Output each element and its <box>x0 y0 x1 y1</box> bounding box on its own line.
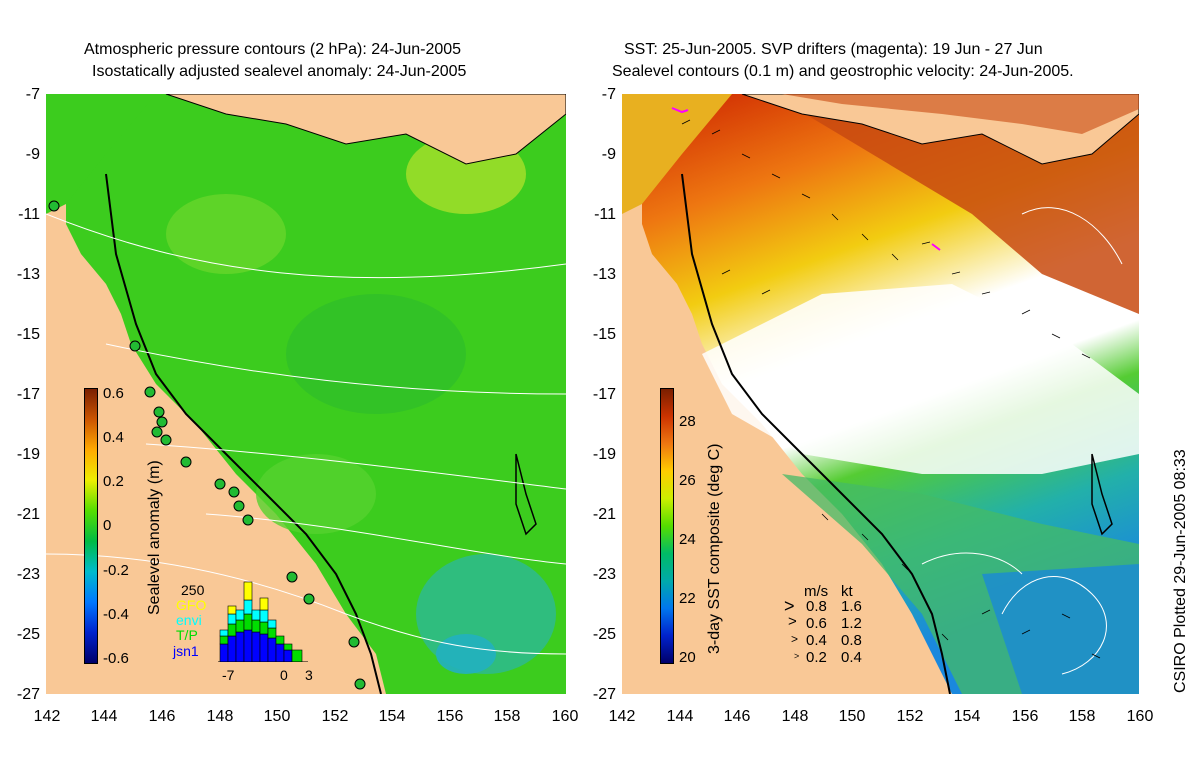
left-x-tick: 144 <box>90 708 118 725</box>
sealevel-tick: -0.6 <box>103 650 129 667</box>
left-y-tick: -25 <box>16 626 40 643</box>
velocity-arrow-icon: > <box>784 596 795 616</box>
velocity-legend-ms: 0.2 <box>806 649 827 666</box>
velocity-legend-kt: 1.6 <box>841 598 862 615</box>
histogram-legend-envi: envi <box>176 612 202 628</box>
histogram-xtick: 3 <box>305 667 313 683</box>
velocity-arrow-icon: > <box>791 632 799 646</box>
histogram-xtick: -7 <box>222 667 235 683</box>
right-x-tick: 142 <box>608 708 636 725</box>
left-title-line2: Isostatically adjusted sealevel anomaly:… <box>92 63 467 80</box>
velocity-arrow-icon: > <box>788 613 797 630</box>
left-y-tick: -17 <box>16 386 40 403</box>
sealevel-tick: 0.2 <box>103 473 124 490</box>
left-map-panel <box>46 94 566 694</box>
left-y-tick: -7 <box>25 86 40 103</box>
left-x-tick: 160 <box>551 708 579 725</box>
right-x-tick: 158 <box>1068 708 1096 725</box>
left-x-tick: 146 <box>148 708 176 725</box>
histogram-legend-tp: T/P <box>176 627 198 643</box>
right-map-panel <box>622 94 1139 694</box>
right-y-tick: -23 <box>592 566 616 583</box>
histogram-legend-gfo: GFO <box>176 597 207 613</box>
right-y-tick: -17 <box>592 386 616 403</box>
velocity-legend-header-kt: kt <box>841 583 853 600</box>
left-title-line1: Atmospheric pressure contours (2 hPa): 2… <box>84 41 462 58</box>
sst-tick: 24 <box>679 531 696 548</box>
right-y-tick: -25 <box>592 626 616 643</box>
sealevel-tick: 0.6 <box>103 385 124 402</box>
right-x-tick: 144 <box>666 708 694 725</box>
sst-colorbar <box>660 388 674 664</box>
velocity-legend-ms: 0.6 <box>806 615 827 632</box>
sealevel-tick: 0.4 <box>103 429 124 446</box>
right-y-tick: -21 <box>592 506 616 523</box>
right-y-tick: -7 <box>601 86 616 103</box>
right-x-tick: 146 <box>723 708 751 725</box>
velocity-legend-kt: 0.8 <box>841 632 862 649</box>
right-y-tick: -19 <box>592 446 616 463</box>
left-y-tick: -19 <box>16 446 40 463</box>
left-x-tick: 158 <box>493 708 521 725</box>
velocity-legend-kt: 1.2 <box>841 615 862 632</box>
sst-map <box>622 94 1139 694</box>
histogram-ymax: 250 <box>181 582 205 598</box>
sst-tick: 22 <box>679 590 696 607</box>
left-x-tick: 142 <box>33 708 61 725</box>
velocity-legend-header-ms: m/s <box>804 583 829 600</box>
sealevel-anomaly-map <box>46 94 566 694</box>
sealevel-tick: 0 <box>103 517 112 534</box>
left-x-tick: 152 <box>321 708 349 725</box>
right-x-tick: 156 <box>1011 708 1039 725</box>
velocity-legend-ms: 0.4 <box>806 632 827 649</box>
sealevel-colorbar <box>84 388 98 664</box>
right-y-tick: -27 <box>592 686 616 703</box>
right-y-tick: -11 <box>594 206 616 223</box>
sealevel-tick: -0.2 <box>103 562 129 579</box>
sst-tick: 20 <box>679 649 696 666</box>
left-y-tick: -23 <box>16 566 40 583</box>
sealevel-colorbar-label: Sealevel anomaly (m) <box>146 460 163 615</box>
sst-colorbar-label: 3-day SST composite (deg C) <box>706 443 723 654</box>
left-y-tick: -21 <box>16 506 40 523</box>
right-x-tick: 160 <box>1126 708 1154 725</box>
right-title-line2: Sealevel contours (0.1 m) and geostrophi… <box>612 63 1074 80</box>
velocity-legend-ms: 0.8 <box>806 598 827 615</box>
right-x-tick: 148 <box>781 708 809 725</box>
altimeter-histogram <box>218 570 308 663</box>
left-y-tick: -27 <box>16 686 40 703</box>
right-x-tick: 152 <box>896 708 924 725</box>
left-y-tick: -11 <box>18 206 40 223</box>
left-y-tick: -15 <box>16 326 40 343</box>
left-y-tick: -9 <box>25 146 40 163</box>
right-y-tick: -13 <box>592 266 616 283</box>
left-x-tick: 148 <box>206 708 234 725</box>
velocity-arrow-icon: > <box>794 651 800 661</box>
sst-tick: 28 <box>679 413 696 430</box>
right-x-tick: 154 <box>953 708 981 725</box>
plot-credit: CSIRO Plotted 29-Jun-2005 08:33 <box>1172 449 1189 693</box>
left-x-tick: 156 <box>436 708 464 725</box>
right-y-tick: -9 <box>601 146 616 163</box>
right-title-line1: SST: 25-Jun-2005. SVP drifters (magenta)… <box>624 41 1043 58</box>
histogram-legend-jsn1: jsn1 <box>173 643 199 659</box>
right-y-tick: -15 <box>592 326 616 343</box>
left-y-tick: -13 <box>16 266 40 283</box>
histogram-xtick: 0 <box>280 667 288 683</box>
velocity-legend-kt: 0.4 <box>841 649 862 666</box>
left-x-tick: 154 <box>378 708 406 725</box>
sst-tick: 26 <box>679 472 696 489</box>
left-x-tick: 150 <box>263 708 291 725</box>
right-x-tick: 150 <box>838 708 866 725</box>
sealevel-tick: -0.4 <box>103 606 129 623</box>
